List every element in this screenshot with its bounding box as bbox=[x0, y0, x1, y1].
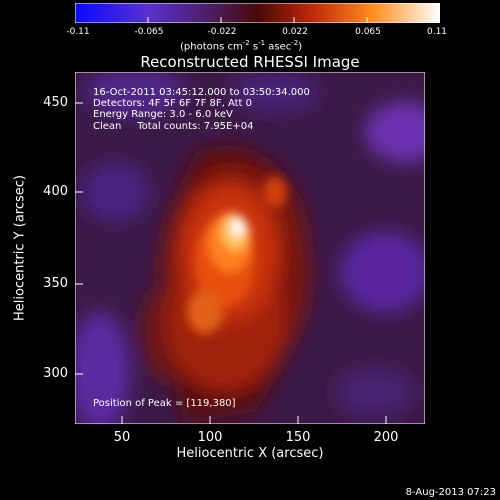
peak-position-label: Position of Peak = [119,380] bbox=[93, 398, 236, 409]
time-range-label: 16-Oct-2011 03:45:12.000 to 03:50:34.000 bbox=[93, 87, 310, 98]
y-tick-label: 350 bbox=[43, 276, 68, 291]
y-tick-label: 400 bbox=[43, 184, 68, 199]
colorbar-units: (photons cm-2 s-1 asec-2) bbox=[180, 39, 303, 53]
rhessi-image bbox=[75, 72, 425, 424]
x-tick-label: 50 bbox=[113, 430, 131, 445]
colorbar bbox=[75, 3, 440, 23]
colorbar-tick: 0.065 bbox=[355, 27, 381, 37]
energy-range-label: Energy Range: 3.0 - 6.0 keV bbox=[93, 109, 233, 120]
image-title: Reconstructed RHESSI Image bbox=[140, 53, 360, 71]
y-axis-label: Heliocentric Y (arcsec) bbox=[12, 175, 28, 321]
colorbar-tick: -0.065 bbox=[134, 27, 164, 37]
y-tick-label: 450 bbox=[43, 95, 68, 110]
x-axis-label: Heliocentric X (arcsec) bbox=[176, 446, 324, 461]
x-tick-label: 150 bbox=[285, 430, 311, 445]
x-tick-label: 200 bbox=[373, 430, 399, 445]
colorbar-tick: 0.11 bbox=[426, 27, 448, 37]
detectors-label: Detectors: 4F 5F 6F 7F 8F, Att 0 bbox=[93, 98, 253, 109]
y-tick-label: 300 bbox=[43, 366, 68, 381]
colorbar-tick: -0.022 bbox=[207, 27, 237, 37]
colorbar-tick: 0.022 bbox=[282, 27, 308, 37]
colorbar-tick: -0.11 bbox=[66, 27, 90, 37]
date-stamp: 8-Aug-2013 07:23 bbox=[405, 487, 496, 498]
clean-counts-label: Clean Total counts: 7.95E+04 bbox=[93, 121, 254, 132]
x-tick-label: 100 bbox=[197, 430, 223, 445]
